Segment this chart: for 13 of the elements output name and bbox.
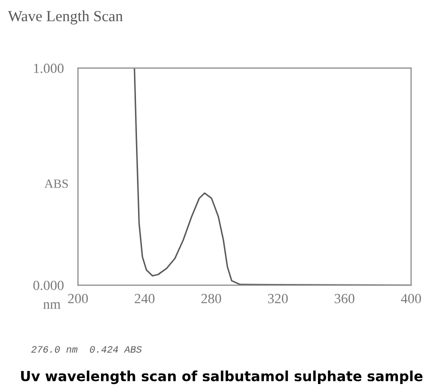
y-axis-title: ABS [44,180,68,188]
x-tick-label: 240 [134,294,154,304]
y-tick-label: 0.000 [33,280,64,290]
x-tick-label: 320 [268,294,288,304]
x-axis-title: nm [43,302,60,309]
x-tick-label: 360 [334,294,354,304]
x-tick-label: 280 [201,294,222,304]
chart-title: Wave Length Scan [8,10,123,24]
y-tick-label: 1.000 [34,64,64,74]
x-tick-label: 200 [68,294,88,304]
text: Uv wavelength scan of salbutamol sulphate sample [21,370,422,384]
x-tick-label: 400 [400,294,421,304]
text: 276.0 nm 0.424 ABS [31,346,142,353]
